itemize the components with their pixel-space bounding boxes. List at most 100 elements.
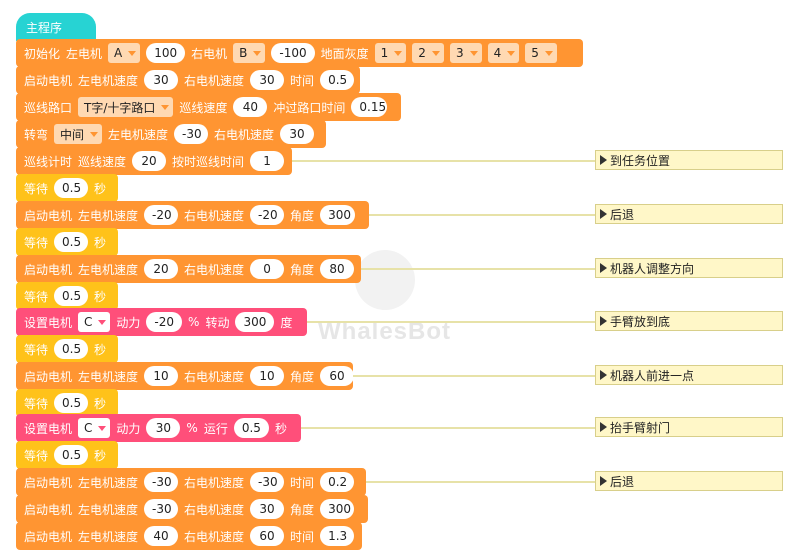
wait-block[interactable]: 等待 0.5 秒 (16, 441, 118, 469)
sensor-3-dropdown[interactable]: 3 (449, 43, 482, 63)
power-input[interactable]: -20 (146, 312, 183, 332)
start-motor-angle-block[interactable]: 启动电机 左电机速度 20 右电机速度 0 角度 80 (16, 255, 361, 283)
comment-text: 后退 (610, 207, 635, 222)
time-input[interactable]: 0.5 (320, 70, 355, 90)
left-port-dropdown[interactable]: A (108, 43, 141, 63)
collapse-triangle-icon[interactable] (600, 155, 607, 165)
right-speed-input[interactable]: 30 (250, 499, 285, 519)
comment-box[interactable]: 到任务位置 (595, 150, 783, 170)
angle-input[interactable]: 80 (320, 259, 355, 279)
collapse-triangle-icon[interactable] (600, 370, 607, 380)
start-motor-time-block[interactable]: 启动电机 左电机速度 40 右电机速度 60 时间 1.3 (16, 522, 362, 550)
hat-label: 主程序 (26, 20, 63, 35)
wait-input[interactable]: 0.5 (54, 339, 89, 359)
chevron-down-icon (394, 50, 403, 56)
comment-connector (361, 268, 595, 270)
wait-block[interactable]: 等待 0.5 秒 (16, 282, 118, 310)
wait-label: 等待 (24, 235, 49, 250)
start-motor-angle-block[interactable]: 启动电机 左电机速度 10 右电机速度 10 角度 60 (16, 362, 355, 390)
collapse-triangle-icon[interactable] (600, 316, 607, 326)
angle-input[interactable]: 300 (320, 205, 355, 225)
time-input[interactable]: 1.3 (320, 526, 355, 546)
wait-input[interactable]: 0.5 (54, 393, 89, 413)
wait-block[interactable]: 等待 0.5 秒 (16, 335, 118, 363)
motor-port-dropdown[interactable]: C (78, 312, 111, 332)
start-motor-time-block[interactable]: 启动电机 左电机速度 30 右电机速度 30 时间 0.5 (16, 66, 360, 94)
wait-block[interactable]: 等待 0.5 秒 (16, 174, 118, 202)
turn-mode-dropdown[interactable]: 中间 (54, 124, 103, 144)
sensor-5-dropdown[interactable]: 5 (525, 43, 557, 63)
motor-port-dropdown[interactable]: C (78, 418, 111, 438)
sensor-2-dropdown[interactable]: 2 (412, 43, 444, 63)
start-motor-angle-block[interactable]: 启动电机 左电机速度 -30 右电机速度 30 角度 300 (16, 495, 368, 523)
line-timer-block[interactable]: 巡线计时 巡线速度 20 按时巡线时间 1 (16, 147, 292, 175)
left-speed-input[interactable]: 10 (144, 366, 179, 386)
init-block[interactable]: 初始化 左电机 A 100 右电机 B -100 地面灰度 1 2 3 4 5 (16, 39, 583, 67)
comment-box[interactable]: 后退 (595, 204, 783, 224)
run-input[interactable]: 0.5 (233, 418, 269, 438)
angle-input[interactable]: 300 (320, 499, 355, 519)
comment-box[interactable]: 手臂放到底 (595, 311, 783, 331)
left-speed-input[interactable]: 30 (144, 70, 179, 90)
comment-box[interactable]: 抬手臂射门 (595, 417, 783, 437)
turn-block[interactable]: 转弯 中间 左电机速度 -30 右电机速度 30 (16, 120, 326, 148)
line-crossing-block[interactable]: 巡线路口 T字/十字路口 巡线速度 40 冲过路口时间 0.15 (16, 93, 401, 121)
right-speed-input[interactable]: 30 (250, 70, 285, 90)
left-speed-input[interactable]: -30 (144, 499, 179, 519)
collapse-triangle-icon[interactable] (600, 209, 607, 219)
wait-input[interactable]: 0.5 (54, 286, 89, 306)
collapse-triangle-icon[interactable] (600, 422, 607, 432)
rotate-input[interactable]: 300 (235, 312, 275, 332)
left-speed-input[interactable]: 20 (144, 259, 179, 279)
wait-block[interactable]: 等待 0.5 秒 (16, 228, 118, 256)
angle-input[interactable]: 60 (320, 366, 355, 386)
wait-input[interactable]: 0.5 (54, 445, 89, 465)
right-speed-label: 右电机速度 (184, 208, 245, 223)
wait-input[interactable]: 0.5 (54, 178, 89, 198)
time-input[interactable]: 1 (250, 151, 285, 171)
time-label: 时间 (290, 529, 315, 544)
wait-input[interactable]: 0.5 (54, 232, 89, 252)
power-label: 动力 (116, 421, 141, 436)
collapse-triangle-icon[interactable] (600, 263, 607, 273)
collapse-triangle-icon[interactable] (600, 476, 607, 486)
right-speed-input[interactable]: 10 (250, 366, 285, 386)
wait-block[interactable]: 等待 0.5 秒 (16, 389, 118, 417)
main-program-hat[interactable]: 主程序 (16, 13, 96, 41)
seconds-label: 秒 (94, 396, 107, 411)
comment-box[interactable]: 机器人调整方向 (595, 258, 783, 278)
sensor-4-dropdown[interactable]: 4 (487, 43, 520, 63)
angle-label: 角度 (290, 262, 315, 277)
left-speed-input[interactable]: -20 (144, 205, 179, 225)
time-input[interactable]: 0.2 (320, 472, 355, 492)
speed-input[interactable]: 20 (132, 151, 167, 171)
set-motor-rotate-block[interactable]: 设置电机 C 动力 -20 % 转动 300 度 (16, 308, 307, 336)
right-motor-label: 右电机 (191, 46, 228, 61)
crossing-type-dropdown[interactable]: T字/十字路口 (78, 97, 174, 117)
set-motor-run-block[interactable]: 设置电机 C 动力 30 % 运行 0.5 秒 (16, 414, 301, 442)
comment-connector (292, 160, 595, 162)
right-port-dropdown[interactable]: B (233, 43, 266, 63)
right-speed-input[interactable]: -30 (250, 472, 285, 492)
start-motor-time-block[interactable]: 启动电机 左电机速度 -30 右电机速度 -30 时间 0.2 (16, 468, 366, 496)
start-motor-angle-block[interactable]: 启动电机 左电机速度 -20 右电机速度 -20 角度 300 (16, 201, 369, 229)
wait-label: 等待 (24, 448, 49, 463)
left-speed-input[interactable]: 40 (144, 526, 179, 546)
comment-box[interactable]: 机器人前进一点 (595, 365, 783, 385)
power-input[interactable]: 30 (146, 418, 181, 438)
left-speed-input[interactable]: -30 (144, 472, 179, 492)
right-speed-label: 右电机速度 (214, 127, 275, 142)
right-speed-input[interactable]: 0 (250, 259, 285, 279)
right-direction-input[interactable]: -100 (271, 43, 315, 63)
comment-box[interactable]: 后退 (595, 471, 783, 491)
right-speed-input[interactable]: 60 (250, 526, 285, 546)
sensor-1-dropdown[interactable]: 1 (374, 43, 407, 63)
pass-time-input[interactable]: 0.15 (351, 97, 387, 117)
right-speed-input[interactable]: 30 (280, 124, 315, 144)
left-speed-input[interactable]: -30 (174, 124, 209, 144)
angle-label: 角度 (290, 369, 315, 384)
speed-input[interactable]: 40 (233, 97, 268, 117)
left-direction-input[interactable]: 100 (146, 43, 186, 63)
right-speed-input[interactable]: -20 (250, 205, 285, 225)
